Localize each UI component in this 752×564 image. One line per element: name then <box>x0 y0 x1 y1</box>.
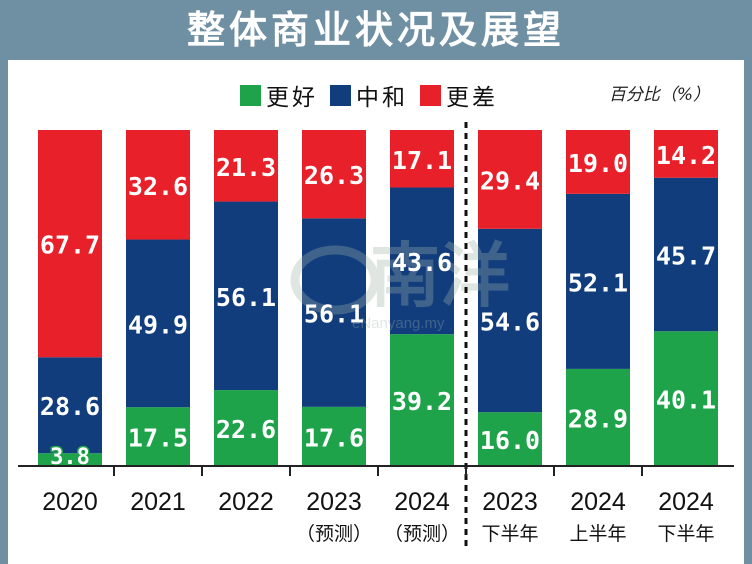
bar-neutral-4 <box>390 187 454 335</box>
bar-neutral-0 <box>38 357 102 454</box>
bar-neutral-6 <box>566 193 630 369</box>
watermark: 南洋 eNanyang.my <box>290 235 510 332</box>
x-axis-labels: 2020 2021 2022 2023 （预测） 2024 （预测） 2023 下半年 2024 上… <box>42 466 715 545</box>
bar-worse-0 <box>38 130 102 358</box>
value-label-better-2: 22.6 <box>216 415 276 444</box>
legend-swatch-neutral <box>330 84 351 106</box>
bar-better-1 <box>126 407 190 466</box>
bar-worse-6 <box>566 130 630 194</box>
bar-worse-2 <box>214 130 278 202</box>
bar-worse-7 <box>654 130 718 178</box>
bar-better-0 <box>38 453 102 466</box>
value-label-better-3: 17.6 <box>304 423 364 452</box>
legend-label-better: 更好 <box>266 85 318 111</box>
title-bar <box>0 0 752 60</box>
legend-item-neutral: 中和 <box>330 78 408 112</box>
bar-neutral-2 <box>214 201 278 391</box>
legend-label-neutral: 中和 <box>356 85 408 111</box>
x-tick-label-5: 2023 <box>482 488 538 516</box>
legend-label-worse: 更差 <box>446 85 498 111</box>
bar-better-2 <box>214 390 278 466</box>
x-tick-label-4: 2024 <box>394 488 450 516</box>
legend-swatch-better <box>240 84 261 106</box>
value-label-worse-7: 14.2 <box>656 141 716 170</box>
value-label-neutral-0: 28.6 <box>40 392 100 421</box>
value-label-worse-0: 67.7 <box>40 231 100 260</box>
bar-better-4 <box>390 334 454 466</box>
value-label-neutral-2: 56.1 <box>216 283 276 312</box>
bar-neutral-5 <box>478 228 542 413</box>
legend-item-worse: 更差 <box>420 78 498 112</box>
value-label-neutral-5: 54.6 <box>480 308 540 337</box>
bar-better-5 <box>478 412 542 466</box>
bar-better-6 <box>566 368 630 466</box>
x-tick-label-3: 2023 <box>306 488 362 516</box>
bars-layer <box>38 130 718 466</box>
value-label-neutral-3: 56.1 <box>304 300 364 329</box>
value-label-neutral-4: 43.6 <box>392 248 452 277</box>
x-tick-label-0: 2020 <box>42 488 98 516</box>
x-tick-label-2: 2022 <box>218 488 274 516</box>
x-tick-label-7: 2024 <box>658 488 714 516</box>
legend-swatch-worse <box>420 84 441 106</box>
watermark-logo-icon <box>290 245 380 315</box>
value-labels-layer: 3.828.667.717.549.932.622.656.121.317.65… <box>40 141 716 472</box>
bar-better-7 <box>654 331 718 466</box>
x-tick-sublabel-6: 上半年 <box>569 523 626 545</box>
x-tick-label-1: 2021 <box>130 488 186 516</box>
bar-worse-4 <box>390 130 454 188</box>
value-label-neutral-1: 49.9 <box>128 310 188 339</box>
frame-border-right <box>744 60 752 564</box>
value-label-better-5: 16.0 <box>480 426 540 455</box>
value-label-worse-6: 19.0 <box>568 149 628 178</box>
value-label-better-6: 28.9 <box>568 404 628 433</box>
value-label-better-1: 17.5 <box>128 424 188 453</box>
bar-worse-3 <box>302 130 366 219</box>
value-label-better-7: 40.1 <box>656 386 716 415</box>
unit-label: 百分比（%） <box>608 85 710 105</box>
value-label-better-4: 39.2 <box>392 387 452 416</box>
value-label-worse-4: 17.1 <box>392 146 452 175</box>
x-tick-sublabel-3: （预测） <box>296 523 372 545</box>
value-label-worse-1: 32.6 <box>128 172 188 201</box>
bar-neutral-7 <box>654 177 718 332</box>
x-tick-sublabel-7: 下半年 <box>657 523 714 545</box>
legend-item-better: 更好 <box>240 78 318 112</box>
bar-neutral-3 <box>302 218 366 407</box>
value-label-worse-3: 26.3 <box>304 161 364 190</box>
x-tick-sublabel-5: 下半年 <box>481 523 538 545</box>
bar-worse-5 <box>478 130 542 229</box>
value-label-worse-5: 29.4 <box>480 166 540 195</box>
bar-better-3 <box>302 406 366 466</box>
chart-title: 整体商业状况及展望 <box>186 8 565 52</box>
bar-worse-1 <box>126 130 190 240</box>
value-label-neutral-6: 52.1 <box>568 268 628 297</box>
x-tick-label-6: 2024 <box>570 488 626 516</box>
x-tick-sublabel-4: （预测） <box>384 523 460 545</box>
watermark-subtext: eNanyang.my <box>352 315 445 332</box>
legend: 更好 中和 更差 <box>240 78 510 112</box>
frame-border-left <box>0 60 8 564</box>
value-label-worse-2: 21.3 <box>216 153 276 182</box>
bar-neutral-1 <box>126 239 190 408</box>
value-label-neutral-7: 45.7 <box>656 241 716 270</box>
watermark-text: 南洋 <box>370 235 510 317</box>
